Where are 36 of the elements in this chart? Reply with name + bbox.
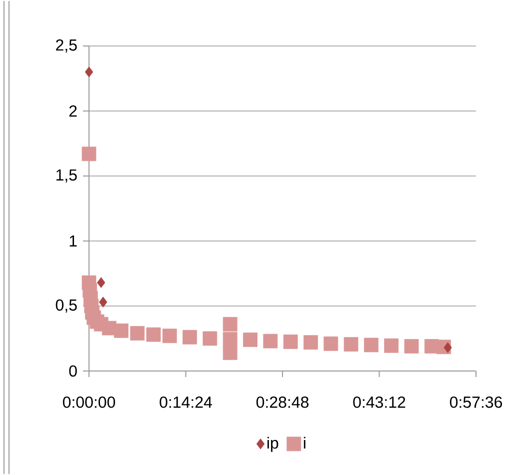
point — [99, 296, 108, 308]
x-tick-label: 0:57:36 — [450, 396, 502, 408]
point — [444, 342, 452, 353]
x-tick-label: 0:14:24 — [160, 396, 212, 408]
point — [202, 331, 218, 346]
point — [162, 328, 177, 344]
y-tick-label: 1,5 — [56, 169, 77, 183]
point — [182, 330, 197, 344]
point — [82, 146, 96, 162]
point — [324, 336, 338, 351]
point — [364, 338, 378, 352]
point — [222, 332, 238, 346]
legend-label: i — [304, 436, 306, 449]
point — [344, 337, 358, 352]
y-tick-label: 1 — [70, 235, 77, 246]
point — [97, 277, 106, 288]
point — [384, 338, 399, 353]
point — [283, 334, 298, 349]
point — [404, 339, 419, 354]
point — [130, 326, 145, 340]
y-tick-label: 0 — [69, 365, 77, 377]
point — [304, 335, 318, 350]
x-tick-label: 0:28:48 — [256, 396, 308, 408]
y-tick-label: 2,5 — [56, 39, 77, 53]
x-tick-label: 0:00:00 — [62, 396, 116, 408]
y-tick-label: 0,5 — [56, 299, 77, 313]
point — [146, 327, 161, 342]
point — [263, 334, 278, 348]
point — [114, 323, 128, 338]
y-tick-label: 2 — [69, 105, 77, 117]
point — [243, 332, 258, 347]
x-tick-label: 0:43:12 — [353, 396, 406, 408]
point — [84, 66, 94, 78]
legend-label: ip — [267, 436, 278, 452]
point — [222, 346, 238, 360]
point — [222, 316, 238, 332]
